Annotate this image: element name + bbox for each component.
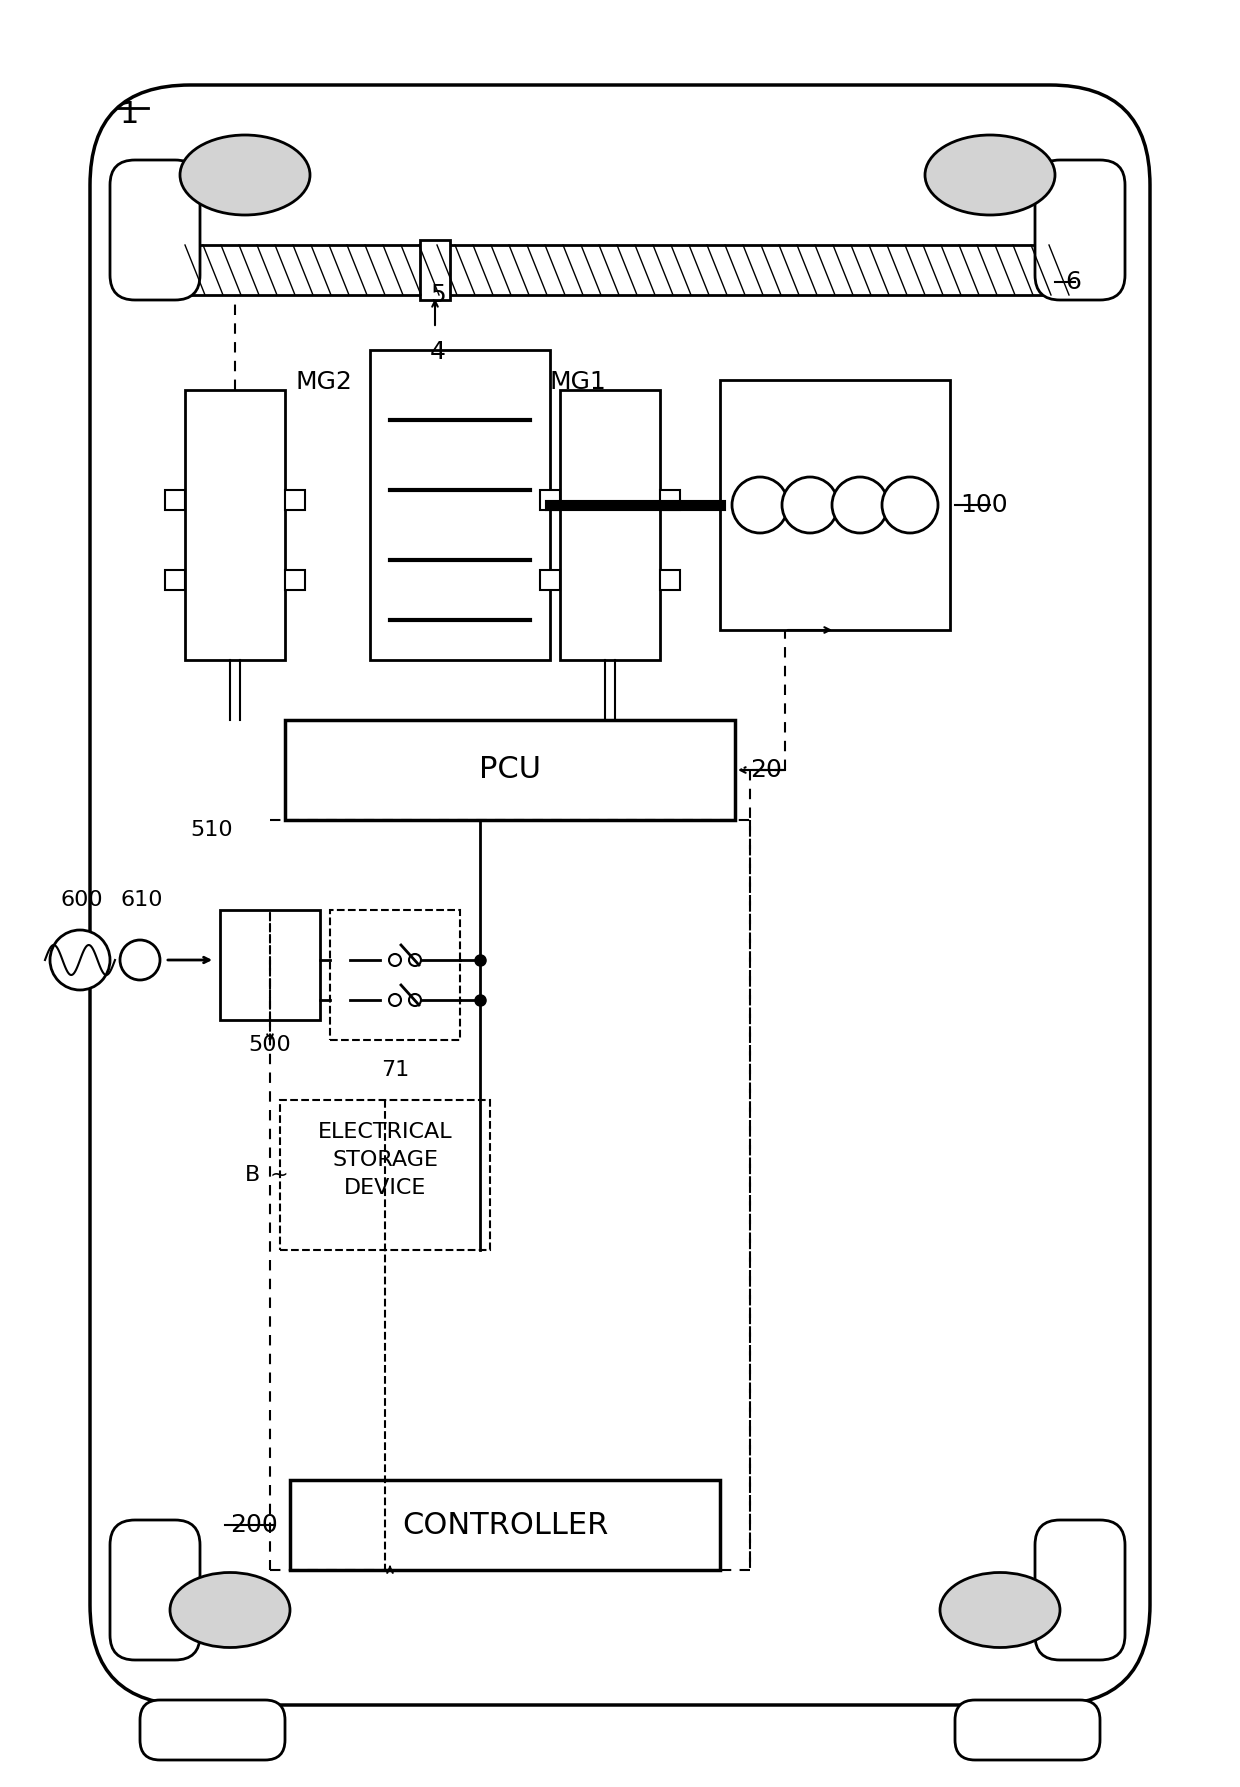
Text: 71: 71 <box>381 1060 409 1079</box>
FancyBboxPatch shape <box>285 720 735 820</box>
FancyBboxPatch shape <box>330 910 460 1040</box>
Circle shape <box>782 477 838 533</box>
FancyBboxPatch shape <box>91 86 1149 1705</box>
Text: CONTROLLER: CONTROLLER <box>402 1510 608 1539</box>
Text: ~: ~ <box>270 1165 289 1185</box>
FancyBboxPatch shape <box>110 1521 200 1660</box>
Ellipse shape <box>170 1573 290 1648</box>
Text: ELECTRICAL
STORAGE
DEVICE: ELECTRICAL STORAGE DEVICE <box>317 1122 453 1197</box>
Text: 20: 20 <box>750 758 782 783</box>
FancyBboxPatch shape <box>370 350 551 659</box>
Text: 510: 510 <box>190 820 233 840</box>
Circle shape <box>389 994 401 1006</box>
Text: 610: 610 <box>120 890 162 910</box>
Ellipse shape <box>180 136 310 214</box>
FancyBboxPatch shape <box>660 490 680 509</box>
FancyBboxPatch shape <box>219 910 320 1020</box>
FancyBboxPatch shape <box>280 1101 490 1249</box>
Text: 5: 5 <box>430 282 445 307</box>
Text: 200: 200 <box>229 1514 278 1537</box>
FancyBboxPatch shape <box>660 570 680 590</box>
Circle shape <box>409 994 422 1006</box>
Text: 4: 4 <box>430 340 446 365</box>
Circle shape <box>50 929 110 990</box>
Circle shape <box>732 477 787 533</box>
FancyBboxPatch shape <box>285 570 305 590</box>
Text: MG1: MG1 <box>551 370 606 393</box>
Circle shape <box>409 954 422 967</box>
Text: 1: 1 <box>120 100 139 129</box>
Ellipse shape <box>940 1573 1060 1648</box>
FancyBboxPatch shape <box>290 1480 720 1571</box>
FancyBboxPatch shape <box>420 239 450 300</box>
FancyBboxPatch shape <box>165 570 185 590</box>
Text: 600: 600 <box>60 890 103 910</box>
Circle shape <box>389 954 401 967</box>
FancyBboxPatch shape <box>140 1699 285 1760</box>
Circle shape <box>120 940 160 979</box>
FancyBboxPatch shape <box>185 390 285 659</box>
Text: 500: 500 <box>249 1035 291 1054</box>
FancyBboxPatch shape <box>110 161 200 300</box>
Ellipse shape <box>925 136 1055 214</box>
FancyBboxPatch shape <box>539 570 560 590</box>
Circle shape <box>882 477 937 533</box>
Text: 100: 100 <box>960 493 1008 516</box>
Text: PCU: PCU <box>479 756 541 784</box>
FancyBboxPatch shape <box>720 381 950 631</box>
FancyBboxPatch shape <box>560 390 660 659</box>
Text: 6: 6 <box>1065 270 1081 295</box>
FancyBboxPatch shape <box>285 490 305 509</box>
Text: MG2: MG2 <box>295 370 352 393</box>
Circle shape <box>832 477 888 533</box>
Bar <box>175 245 1050 295</box>
Text: B: B <box>244 1165 260 1185</box>
FancyBboxPatch shape <box>165 490 185 509</box>
FancyBboxPatch shape <box>1035 161 1125 300</box>
FancyBboxPatch shape <box>539 490 560 509</box>
FancyBboxPatch shape <box>955 1699 1100 1760</box>
FancyBboxPatch shape <box>1035 1521 1125 1660</box>
